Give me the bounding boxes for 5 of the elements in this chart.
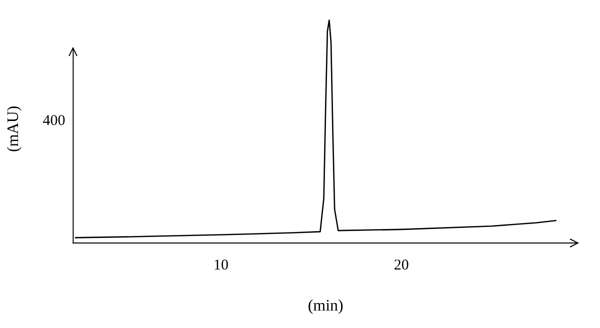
text: 400 [42,112,66,129]
x-tick-label: 20 [394,258,409,274]
y-axis-title: (mAU) [4,106,22,152]
x-axis-title: (min) [308,298,344,315]
x-tick-label: 10 [214,258,229,274]
